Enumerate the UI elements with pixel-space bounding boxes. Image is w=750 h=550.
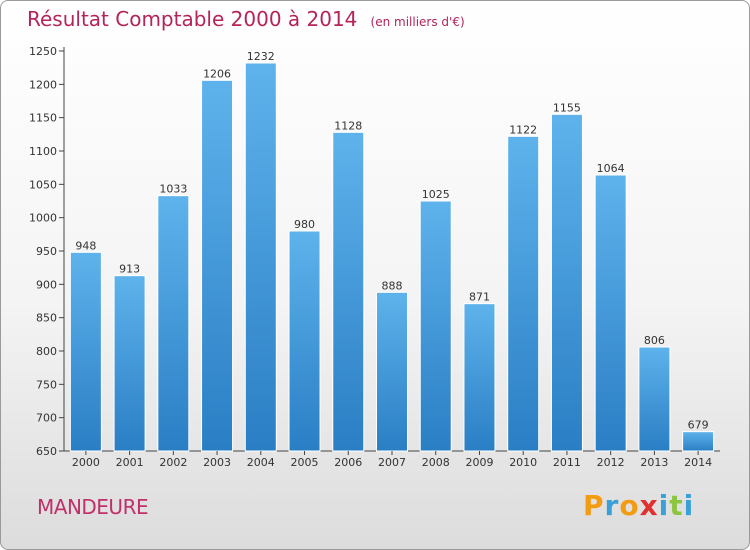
bar: [201, 79, 234, 452]
bar: [376, 291, 408, 452]
x-tick-label: 2009: [465, 456, 493, 469]
bar: [113, 275, 146, 452]
bar-value-label: 806: [644, 334, 665, 347]
y-tick-label: 800: [36, 345, 57, 358]
bar-value-label: 1025: [422, 188, 450, 201]
x-tick-label: 2014: [684, 456, 712, 469]
y-tick-label: 900: [36, 278, 57, 291]
bar: [244, 62, 277, 452]
y-tick-label: 1250: [29, 45, 57, 58]
bar: [550, 113, 583, 452]
y-tick-label: 1100: [29, 145, 57, 158]
bar-value-label: 1128: [334, 119, 362, 132]
x-tick-label: 2010: [509, 456, 537, 469]
y-tick-label: 700: [36, 412, 57, 425]
logo-letter: o: [619, 489, 640, 522]
x-tick-label: 2013: [640, 456, 668, 469]
y-tick-label: 750: [36, 378, 57, 391]
bar-value-label: 888: [382, 279, 403, 292]
x-tick-label: 2011: [553, 456, 581, 469]
bar-value-label: 948: [75, 239, 96, 252]
logo-letter: t: [669, 489, 684, 522]
x-tick-label: 2008: [422, 456, 450, 469]
logo-letter: r: [604, 489, 620, 522]
chart-title: Résultat Comptable 2000 à 2014 (en milli…: [27, 7, 465, 31]
x-tick-label: 2000: [72, 456, 100, 469]
x-tick-label: 2006: [334, 456, 362, 469]
y-tick-label: 1050: [29, 178, 57, 191]
x-tick-label: 2002: [159, 456, 187, 469]
bar: [594, 174, 627, 452]
logo-letter: i: [658, 489, 670, 522]
bar: [682, 431, 715, 452]
y-tick-label: 850: [36, 312, 57, 325]
bar-value-label: 1122: [509, 123, 537, 136]
bar-value-label: 679: [688, 419, 709, 432]
y-tick-label: 1200: [29, 78, 57, 91]
proxiti-logo: Proxiti: [583, 489, 694, 522]
chart-title-main: Résultat Comptable 2000 à 2014: [27, 7, 358, 31]
logo-letter: P: [583, 489, 605, 522]
y-tick-label: 1000: [29, 212, 57, 225]
chart-title-unit: (en milliers d'€): [370, 15, 465, 29]
bar: [419, 200, 452, 452]
bar: [332, 131, 365, 452]
bar-value-label: 1155: [553, 101, 581, 114]
y-tick-label: 950: [36, 245, 57, 258]
logo-letter: x: [639, 489, 659, 522]
bar-value-label: 1033: [159, 183, 187, 196]
x-tick-label: 2012: [597, 456, 625, 469]
x-tick-label: 2004: [247, 456, 275, 469]
bar: [288, 230, 321, 452]
bar: [463, 303, 496, 452]
y-tick-label: 650: [36, 445, 57, 458]
x-tick-label: 2007: [378, 456, 406, 469]
bar: [638, 346, 671, 452]
bar-value-label: 913: [119, 263, 140, 276]
bar-value-label: 1064: [597, 162, 625, 175]
bar-value-label: 1232: [247, 50, 275, 63]
x-tick-label: 2005: [291, 456, 319, 469]
bar-value-label: 871: [469, 291, 490, 304]
y-tick-label: 1150: [29, 112, 57, 125]
x-tick-label: 2001: [116, 456, 144, 469]
bar: [507, 135, 540, 452]
bar-value-label: 1206: [203, 67, 231, 80]
bar: [157, 195, 190, 452]
x-tick-label: 2003: [203, 456, 231, 469]
commune-name: MANDEURE: [37, 495, 149, 519]
logo-letter: i: [683, 489, 695, 522]
bar-value-label: 980: [294, 218, 315, 231]
bar: [69, 251, 102, 452]
